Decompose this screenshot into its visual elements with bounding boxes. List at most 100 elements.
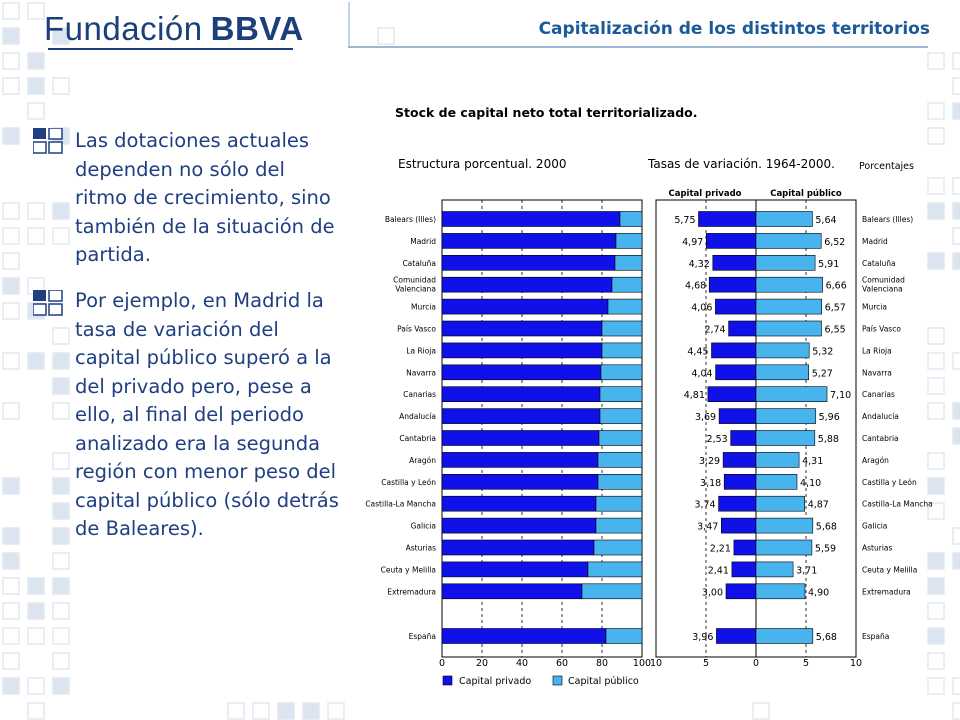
decorative-square bbox=[52, 527, 70, 545]
private-rate-label: 3,00 bbox=[702, 587, 723, 598]
category-label-right: Castilla y León bbox=[862, 478, 917, 487]
decorative-square bbox=[952, 77, 960, 95]
decorative-square bbox=[2, 577, 20, 595]
bullet-squares-icon bbox=[33, 290, 63, 316]
decorative-square bbox=[52, 577, 70, 595]
x-tick-label: 10 bbox=[650, 658, 662, 669]
category-label-right: Cantabria bbox=[862, 434, 899, 443]
decorative-square bbox=[2, 602, 20, 620]
private-rate-label: 4,04 bbox=[691, 368, 712, 379]
bar-private-share bbox=[441, 539, 595, 556]
decorative-square bbox=[52, 552, 70, 570]
public-rate-label: 5,68 bbox=[816, 632, 837, 643]
public-rate-label: 3,71 bbox=[796, 565, 817, 576]
bar-public-share bbox=[614, 255, 643, 271]
decorative-square bbox=[52, 77, 70, 95]
decorative-square bbox=[27, 2, 45, 20]
decorative-square bbox=[27, 577, 45, 595]
private-rate-label: 3,96 bbox=[692, 632, 713, 643]
category-label: La Rioja bbox=[406, 346, 436, 355]
bar-public-rate bbox=[755, 408, 816, 424]
public-rate-label: 5,27 bbox=[812, 368, 833, 379]
bar-public-share bbox=[581, 583, 643, 600]
bar-private-rate bbox=[698, 211, 757, 227]
decorative-square bbox=[52, 202, 70, 220]
x-tick-label: 0 bbox=[753, 658, 759, 669]
bar-private-share bbox=[441, 255, 616, 271]
bar-private-rate bbox=[718, 495, 757, 512]
decorative-square bbox=[927, 177, 945, 195]
decorative-square bbox=[2, 52, 20, 70]
decorative-square bbox=[927, 552, 945, 570]
decorative-square bbox=[377, 27, 395, 45]
category-label-right: Castilla-La Mancha bbox=[862, 500, 933, 509]
bar-private-share bbox=[441, 583, 583, 600]
public-rate-label: 5,32 bbox=[812, 346, 833, 357]
bar-public-rate bbox=[755, 320, 822, 337]
chart-title: Stock de capital neto total territoriali… bbox=[395, 105, 698, 120]
bar-public-rate bbox=[755, 211, 813, 227]
public-column-header: Capital público bbox=[770, 189, 842, 199]
decorative-square bbox=[2, 77, 20, 95]
decorative-square bbox=[2, 202, 20, 220]
bar-private-share bbox=[441, 386, 601, 403]
x-tick-label: 60 bbox=[556, 658, 568, 669]
private-rate-label: 2,53 bbox=[707, 434, 728, 445]
bar-public-rate bbox=[755, 430, 816, 446]
bar-public-share bbox=[597, 473, 643, 490]
public-rate-label: 6,57 bbox=[825, 303, 846, 314]
bar-public-share bbox=[598, 430, 643, 446]
bar-private-share bbox=[441, 517, 597, 534]
decorative-square bbox=[52, 402, 70, 420]
bar-public-rate bbox=[755, 364, 810, 381]
bullet-text-1: Las dotaciones actuales dependen no sólo… bbox=[75, 129, 335, 266]
decorative-square bbox=[952, 402, 960, 420]
bar-public-share bbox=[615, 233, 643, 249]
category-label-right: Valenciana bbox=[862, 285, 903, 294]
category-label: Valenciana bbox=[395, 285, 436, 294]
bar-private-share bbox=[441, 495, 597, 512]
bar-private-share bbox=[441, 342, 603, 359]
category-label: Asturias bbox=[406, 544, 436, 553]
category-label-right: Cataluña bbox=[862, 259, 896, 268]
category-label-right: Murcia bbox=[862, 303, 887, 312]
category-label: Madrid bbox=[410, 237, 436, 246]
decorative-square bbox=[2, 627, 20, 645]
decorative-square bbox=[927, 327, 945, 345]
category-label-right: España bbox=[862, 632, 889, 641]
decorative-square bbox=[2, 477, 20, 495]
category-label-right: La Rioja bbox=[862, 346, 892, 355]
decorative-square bbox=[2, 277, 20, 295]
decorative-square bbox=[2, 127, 20, 145]
decorative-square bbox=[2, 252, 20, 270]
bar-private-rate bbox=[705, 233, 757, 249]
decorative-square bbox=[927, 377, 945, 395]
bar-public-share bbox=[599, 386, 643, 403]
bar-public-share bbox=[601, 342, 643, 359]
unit-label: Porcentajes bbox=[859, 161, 914, 172]
decorative-square bbox=[927, 402, 945, 420]
legend-swatch-public bbox=[552, 675, 563, 686]
decorative-square bbox=[27, 77, 45, 95]
decorative-square bbox=[52, 27, 70, 45]
bar-private-rate bbox=[708, 276, 757, 293]
page-title: Capitalización de los distintos territor… bbox=[538, 19, 930, 39]
private-column-header: Capital privado bbox=[668, 189, 741, 199]
category-label: País Vasco bbox=[397, 325, 436, 334]
public-rate-label: 5,88 bbox=[818, 434, 839, 445]
bar-private-share bbox=[441, 628, 607, 644]
decorative-square bbox=[302, 702, 320, 720]
bar-private-share bbox=[441, 473, 599, 490]
decorative-square bbox=[52, 227, 70, 245]
category-label: Canarias bbox=[403, 390, 436, 399]
private-rate-label: 3,29 bbox=[699, 456, 720, 467]
bar-public-share bbox=[599, 408, 643, 424]
category-label: Andalucía bbox=[399, 412, 436, 421]
decorative-square bbox=[927, 677, 945, 695]
decorative-square bbox=[27, 52, 45, 70]
bar-public-rate bbox=[755, 583, 806, 600]
private-rate-label: 4,32 bbox=[689, 259, 710, 270]
decorative-square bbox=[227, 702, 245, 720]
decorative-square bbox=[927, 477, 945, 495]
public-rate-label: 5,96 bbox=[819, 412, 840, 423]
